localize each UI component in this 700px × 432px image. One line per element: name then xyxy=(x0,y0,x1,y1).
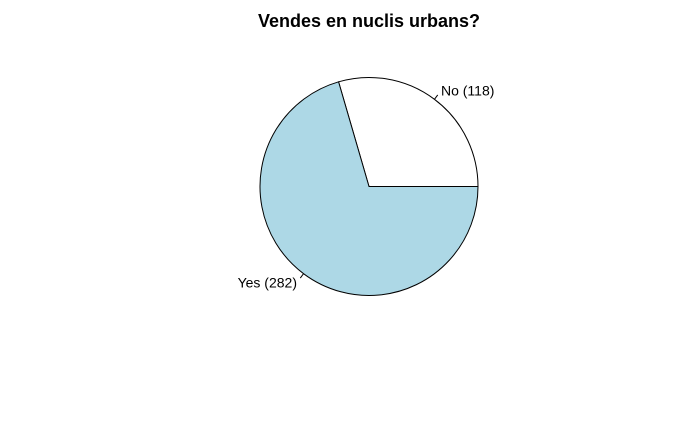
pie-slice-yes xyxy=(259,81,479,296)
pie-leader-no xyxy=(434,94,439,100)
pie-label-no: No (118) xyxy=(441,83,494,99)
chart-title: Vendes en nuclis urbans? xyxy=(258,11,480,31)
pie-slice-no xyxy=(337,77,479,187)
pie-labels: No (118) Yes (282) xyxy=(238,83,495,291)
pie-leader-yes xyxy=(299,273,304,279)
pie-slices xyxy=(259,77,479,296)
pie-label-yes: Yes (282) xyxy=(238,274,297,290)
